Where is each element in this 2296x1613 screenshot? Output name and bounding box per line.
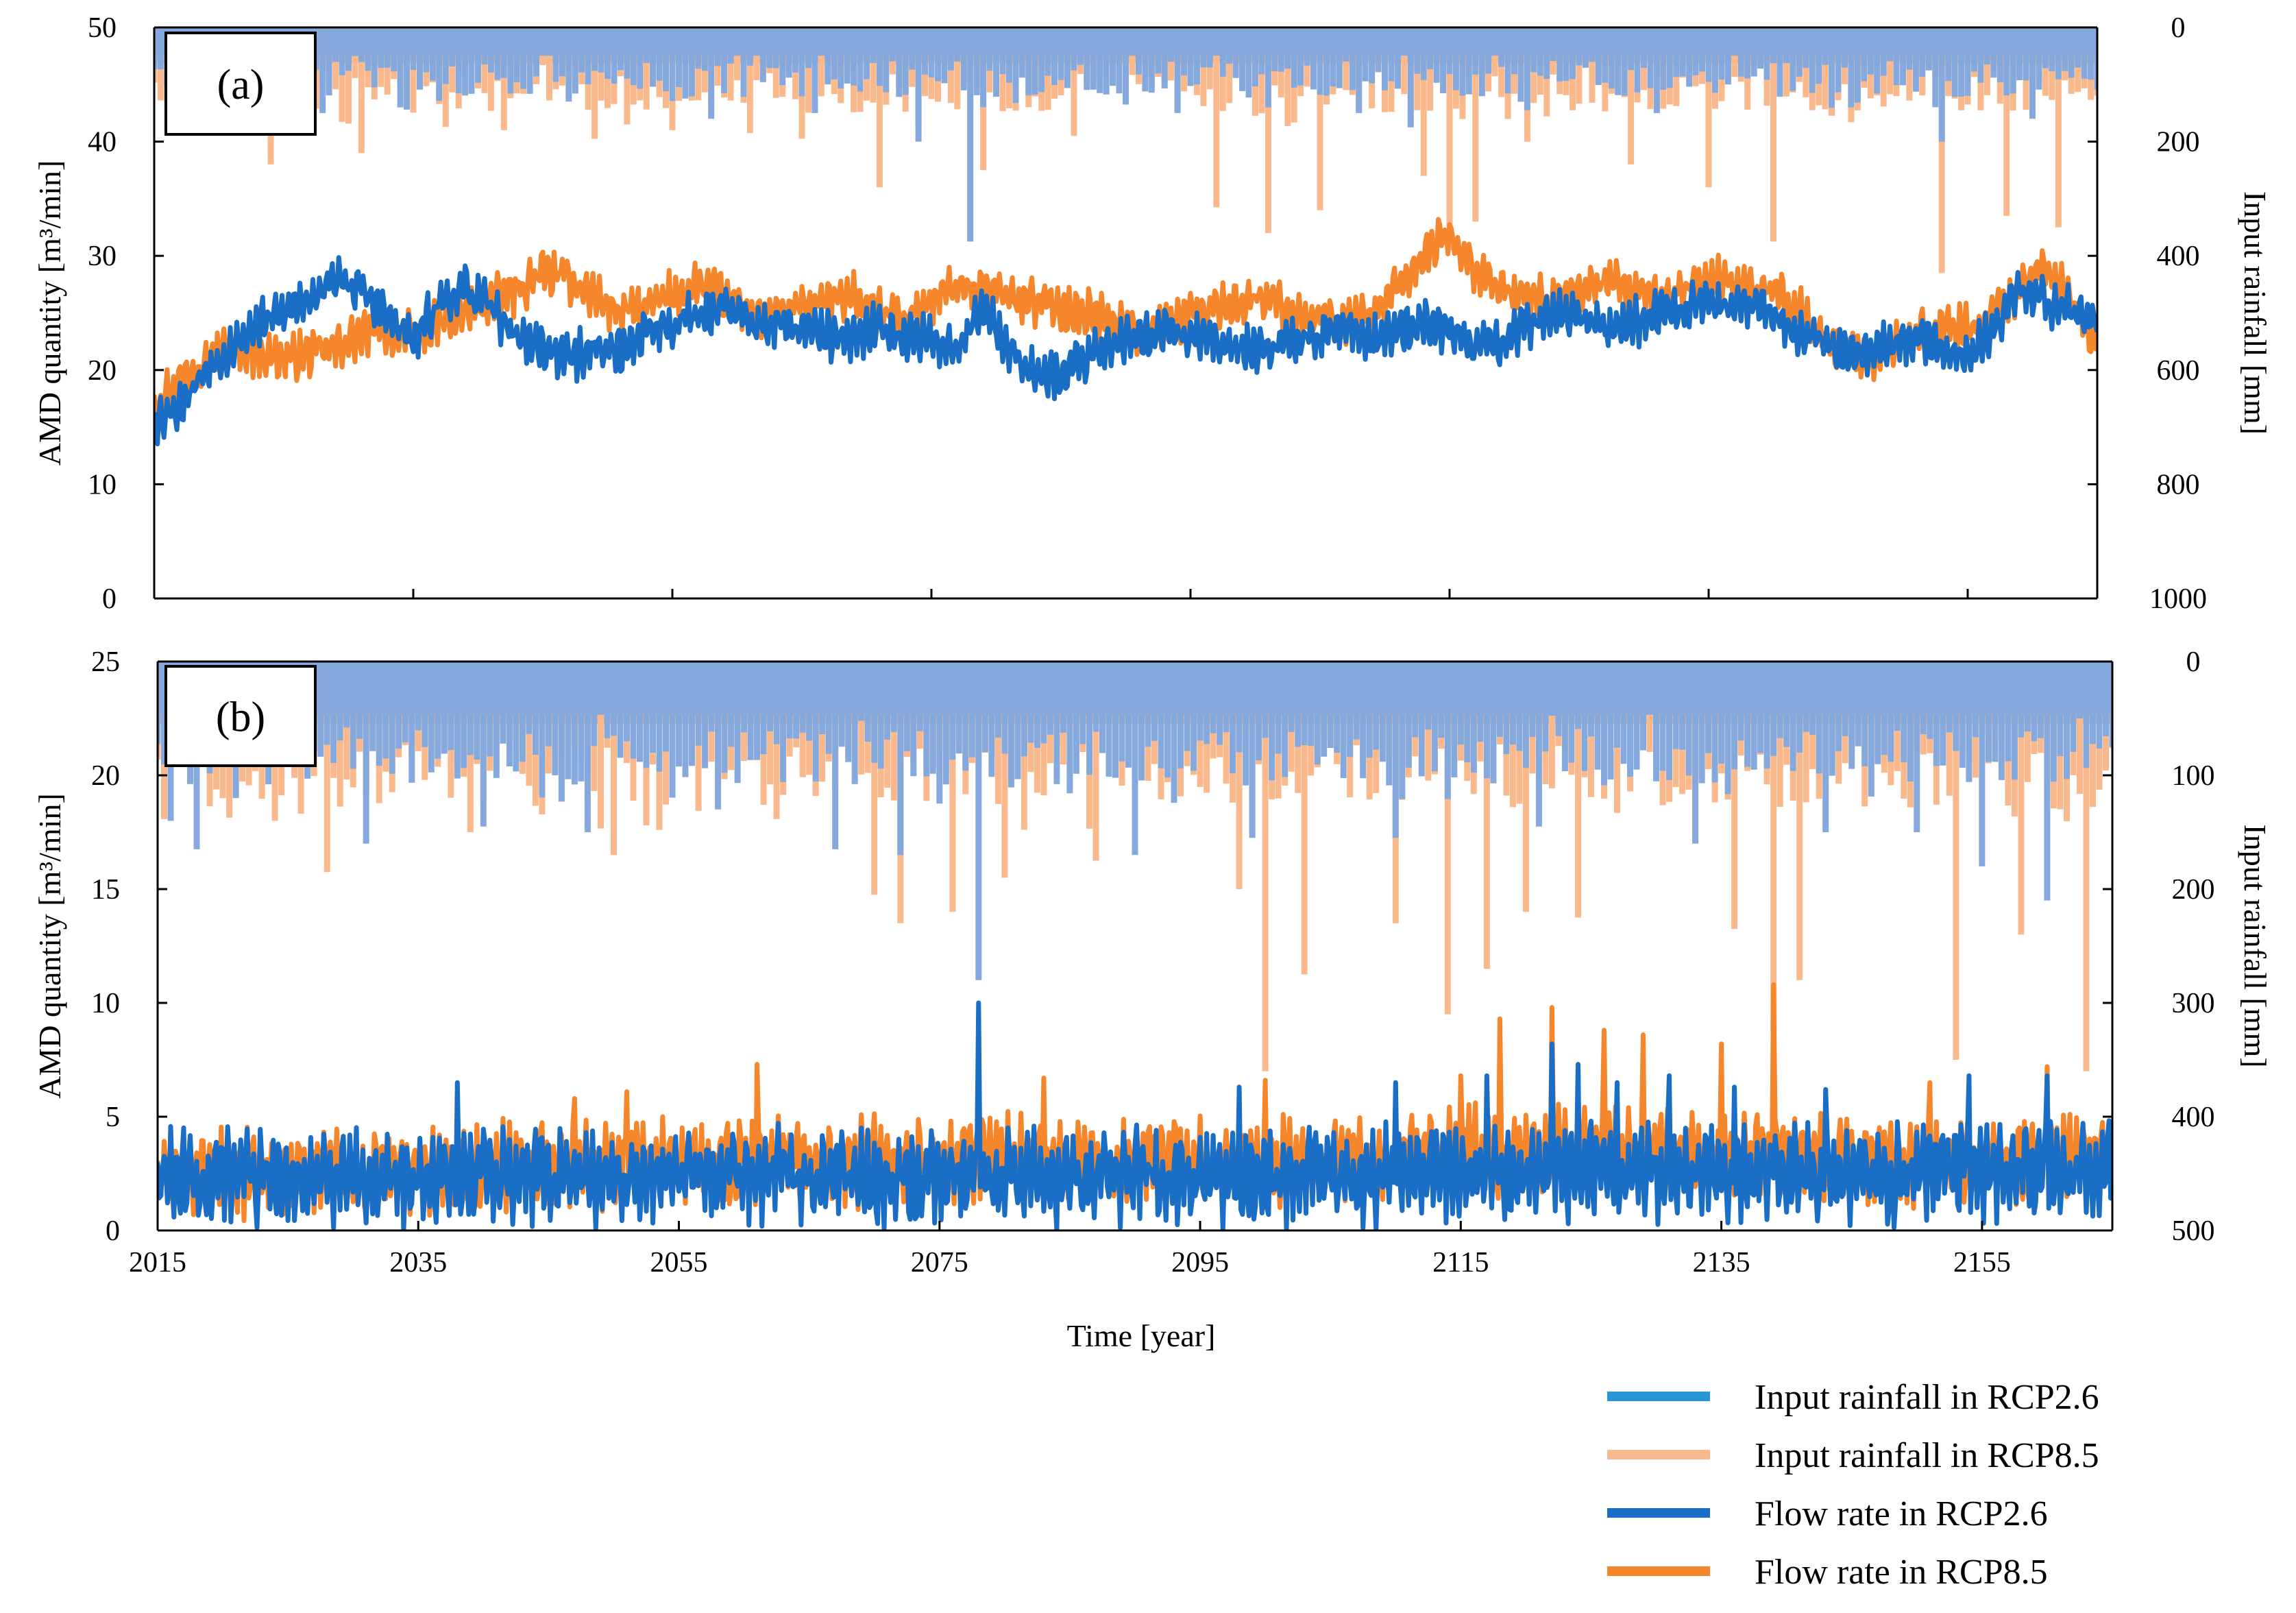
x-tick-label: 2135 (1693, 1247, 1750, 1278)
y2-axis-title: Input rainfall [mm] (2238, 824, 2273, 1067)
rain-series-rcp26 (154, 27, 2097, 242)
legend-label: Flow rate in RCP2.6 (1755, 1494, 2048, 1533)
x-tick-label: 2095 (1171, 1247, 1229, 1278)
y-tick-label: 50 (88, 12, 117, 44)
y2-tick-label: 0 (2171, 12, 2186, 44)
panel-label: (a) (217, 62, 265, 108)
panel-label-box (164, 32, 317, 136)
y-tick-label: 20 (91, 760, 120, 792)
x-tick-label: 2075 (911, 1247, 968, 1278)
flow-series-rcp26 (154, 255, 2097, 447)
panel-b: 2015 2035 2055 2075 2095 2115 2135 2155 0 5 10 15 20… (32, 646, 2273, 1278)
y-tick-label: 25 (91, 646, 120, 678)
x-tick-label: 2035 (389, 1247, 447, 1278)
y-tick-label: 15 (91, 874, 120, 906)
rain-series-rcp26 (158, 662, 2112, 980)
y2-tick-label: 300 (2172, 988, 2215, 1019)
plot-area-b (158, 662, 2112, 1230)
legend-label: Input rainfall in RCP8.5 (1755, 1436, 2099, 1475)
x-tick-label: 2055 (650, 1247, 708, 1278)
y2-tick-label: 400 (2157, 241, 2200, 272)
y-tick-label: 0 (102, 583, 117, 615)
y2-tick-label: 800 (2157, 469, 2200, 500)
y-tick-label: 40 (88, 127, 117, 158)
x-tick-label: 2015 (129, 1247, 186, 1278)
y2-tick-label: 0 (2186, 646, 2201, 678)
x-tick-label: 2115 (1432, 1247, 1489, 1278)
legend: Input rainfall in RCP2.6 Input rainfall i… (1607, 1378, 2099, 1592)
panel-label: (b) (216, 694, 265, 741)
rain-band (158, 662, 2112, 715)
y-tick-label: 10 (88, 469, 117, 500)
flow-series-rcp26 (158, 1000, 2112, 1230)
plot-area-a (154, 27, 2097, 447)
y-axis-title: AMD quantity [m³/min] (32, 793, 67, 1099)
y-tick-label: 30 (88, 241, 117, 272)
y2-tick-label: 200 (2157, 127, 2200, 158)
y2-tick-label: 500 (2172, 1215, 2215, 1247)
flow-line (158, 1000, 2112, 1230)
flow-line (154, 255, 2097, 447)
legend-label: Flow rate in RCP8.5 (1755, 1553, 2048, 1592)
y-axis-title: AMD quantity [m³/min] (32, 160, 67, 466)
panel-label-box (164, 665, 317, 767)
y-tick-label: 0 (106, 1215, 120, 1247)
legend-label: Input rainfall in RCP2.6 (1755, 1378, 2099, 1417)
y-tick-label: 20 (88, 355, 117, 387)
y2-tick-label: 100 (2172, 760, 2215, 792)
y2-tick-label: 400 (2172, 1102, 2215, 1133)
y2-tick-label: 200 (2172, 874, 2215, 906)
y2-tick-label: 1000 (2149, 583, 2207, 615)
y2-tick-label: 600 (2157, 355, 2200, 387)
y-tick-label: 5 (106, 1102, 120, 1133)
rain-band (154, 27, 2097, 56)
panel-a: 0 10 20 30 40 50 0 200 400 600 800 1000 AMD quantity… (32, 12, 2273, 615)
y-tick-label: 10 (91, 988, 120, 1019)
y2-axis-title: Input rainfall [mm] (2238, 191, 2273, 435)
x-axis-title: Time [year] (1067, 1318, 1216, 1353)
x-tick-label: 2155 (1953, 1247, 2011, 1278)
